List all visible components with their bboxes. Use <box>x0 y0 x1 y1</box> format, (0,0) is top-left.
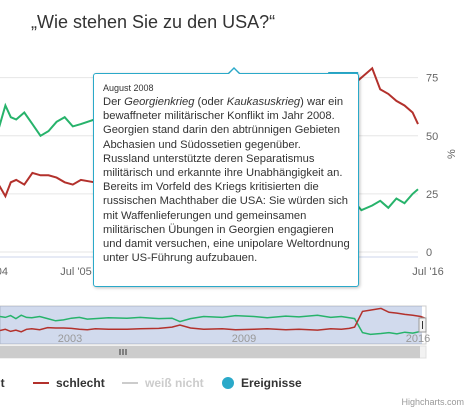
navigator-mask[interactable] <box>0 306 422 344</box>
legend-item-gut[interactable]: gut <box>0 376 5 390</box>
x-tick-2: Jul '16 <box>412 266 443 278</box>
tooltip-text-prefix: Der <box>103 96 125 108</box>
event-tooltip: August 2008 Der Georgienkrieg (oder Kauk… <box>93 73 359 287</box>
tooltip-body: Der Georgienkrieg (oder Kaukasuskrieg) w… <box>103 95 350 265</box>
x-tick-1: Jul '05 <box>60 266 91 278</box>
navigator-background <box>0 305 427 345</box>
legend-label-ereignisse: Ereignisse <box>241 376 302 390</box>
navigator-series-gut <box>0 314 427 336</box>
tooltip-term-georgienkrieg: Georgienkrieg <box>124 96 195 108</box>
y-tick-25: 25 <box>426 189 438 201</box>
y-tick-50: 50 <box>426 131 438 143</box>
legend-item-ereignisse[interactable]: Ereignisse <box>222 376 302 390</box>
y-tick-0: 0 <box>426 247 432 259</box>
scrollbar-thumb[interactable] <box>0 346 420 358</box>
navigator-year-2016: 2016 <box>406 333 430 345</box>
navigator-year-2009: 2009 <box>232 333 256 345</box>
navigator-series-schlecht <box>0 307 427 333</box>
chart-legend: gut schlecht weiß nicht Ereignisse <box>0 376 474 394</box>
tooltip-date: August 2008 <box>103 83 154 93</box>
y-tick-75: 75 <box>426 73 438 85</box>
credit-link[interactable]: Highcharts.com <box>401 397 464 407</box>
legend-line-weiss-nicht <box>122 382 138 384</box>
legend-label-gut: gut <box>0 376 5 390</box>
tooltip-arrow-inner <box>229 69 239 74</box>
tooltip-text-rest: ) war ein bewaffneter militärischer Konf… <box>103 96 350 265</box>
legend-line-schlecht <box>33 382 49 384</box>
legend-label-weiss-nicht: weiß nicht <box>145 376 204 390</box>
tooltip-term-kaukasuskrieg: Kaukasuskrieg <box>226 96 301 108</box>
legend-item-weiss-nicht[interactable]: weiß nicht <box>122 376 204 390</box>
chart-title: „Wie stehen Sie zu den USA?“ <box>31 12 276 32</box>
legend-label-schlecht: schlecht <box>56 376 105 390</box>
tooltip-text-mid: (oder <box>194 96 227 108</box>
navigator-year-2003: 2003 <box>58 333 82 345</box>
legend-dot-ereignisse <box>222 377 234 389</box>
legend-item-schlecht[interactable]: schlecht <box>33 376 105 390</box>
y-axis-unit: % <box>446 149 458 159</box>
x-tick-0: 04 <box>0 266 8 278</box>
